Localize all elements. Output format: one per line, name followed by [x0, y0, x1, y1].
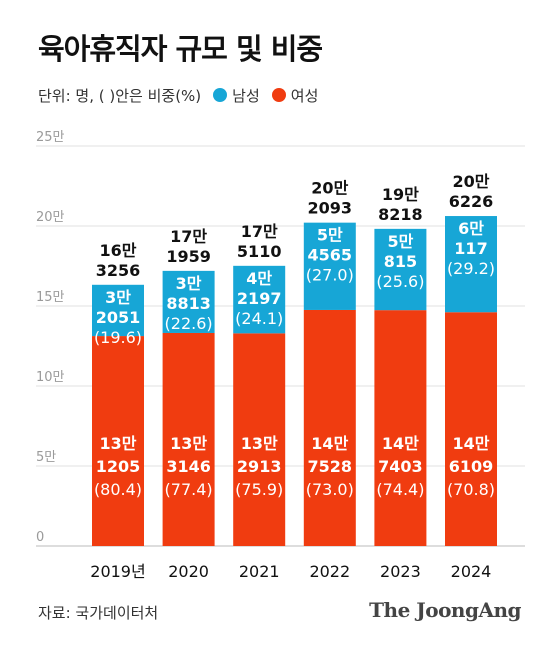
y-tick-label: 15만	[36, 290, 65, 305]
total-label-top: 20만	[311, 179, 348, 198]
total-label-top: 16만	[100, 241, 137, 260]
bar-male	[445, 216, 497, 313]
male-label-mid: 815	[384, 252, 417, 271]
male-label-top: 6만	[458, 219, 484, 238]
total-label-bottom: 6226	[449, 192, 494, 211]
male-label-mid: 4565	[308, 246, 353, 265]
legend-swatch-male	[213, 88, 228, 102]
female-label-top: 14만	[382, 434, 419, 453]
y-tick-label: 20만	[36, 210, 65, 225]
bar-male	[303, 222, 356, 310]
female-label-mid: 7528	[308, 457, 353, 476]
total-label-bottom: 3256	[96, 261, 141, 280]
male-label-mid: 117	[454, 239, 487, 258]
male-label-pct: (19.6)	[94, 328, 142, 347]
female-label-mid: 7403	[378, 457, 423, 476]
y-tick-label: 0	[36, 530, 44, 545]
male-label-mid: 8813	[166, 294, 211, 313]
legend-item-male: 남성	[213, 85, 260, 106]
female-label-top: 14만	[453, 434, 490, 453]
y-tick-label: 5만	[36, 450, 56, 465]
x-category-label: 2021	[239, 562, 280, 581]
legend-swatch-female	[271, 88, 286, 102]
female-label-pct: (73.0)	[306, 480, 354, 499]
female-label-pct: (74.4)	[376, 480, 424, 499]
total-label-bottom: 1959	[166, 247, 211, 266]
subtitle-row: 단위: 명, ( )안은 비중(%) 남성 여성	[38, 84, 318, 106]
bar-female	[233, 333, 286, 546]
bar-female	[374, 310, 427, 546]
x-category-label: 2019년	[90, 562, 145, 581]
legend-label-male: 남성	[232, 86, 260, 105]
female-label-top: 13만	[170, 434, 207, 453]
brand-logo: The JoongAng	[369, 598, 521, 622]
male-label-top: 3만	[176, 274, 202, 293]
bar-male	[233, 265, 286, 334]
male-label-top: 3만	[105, 288, 131, 307]
total-label-top: 17만	[241, 222, 278, 241]
female-label-mid: 1205	[96, 457, 141, 476]
female-label-mid: 6109	[449, 457, 494, 476]
male-label-pct: (27.0)	[306, 266, 354, 285]
x-category-label: 2020	[168, 562, 209, 581]
total-label-bottom: 5110	[237, 242, 282, 261]
bar-female	[162, 332, 215, 546]
male-label-top: 4만	[246, 269, 272, 288]
female-label-top: 14만	[311, 434, 348, 453]
female-label-mid: 3146	[166, 457, 211, 476]
female-label-pct: (77.4)	[165, 480, 213, 499]
male-label-mid: 2051	[96, 308, 141, 327]
male-label-pct: (29.2)	[447, 259, 495, 278]
female-label-mid: 2913	[237, 457, 282, 476]
source-note: 자료: 국가데이터처	[38, 604, 159, 622]
unit-note: 단위: 명, ( )안은 비중(%)	[38, 86, 202, 105]
chart-title: 육아휴직자 규모 및 비중	[38, 32, 323, 66]
male-label-top: 5만	[387, 232, 413, 251]
x-category-label: 2023	[380, 562, 421, 581]
bar-female	[445, 312, 497, 546]
legend-item-female: 여성	[271, 85, 319, 106]
total-label-top: 17만	[170, 227, 207, 246]
male-label-pct: (25.6)	[376, 272, 424, 291]
bar-male	[92, 284, 144, 337]
male-label-top: 5만	[317, 226, 343, 245]
female-label-pct: (75.9)	[235, 480, 283, 499]
male-label-pct: (24.1)	[235, 309, 283, 328]
male-label-pct: (22.6)	[165, 314, 213, 333]
y-tick-label: 10만	[36, 370, 65, 385]
bar-female	[92, 336, 144, 546]
female-label-pct: (70.8)	[447, 480, 495, 499]
female-label-top: 13만	[100, 434, 137, 453]
legend-label-female: 여성	[290, 86, 319, 105]
bar-female	[303, 309, 356, 546]
total-label-bottom: 8218	[378, 205, 423, 224]
bar-male	[374, 228, 427, 311]
female-label-top: 13만	[241, 434, 278, 453]
total-label-top: 19만	[382, 185, 419, 204]
bar-male	[162, 270, 215, 333]
x-category-label: 2022	[309, 562, 350, 581]
y-tick-label: 25만	[36, 130, 65, 145]
total-label-bottom: 2093	[308, 199, 353, 218]
x-category-label: 2024	[451, 562, 492, 581]
male-label-mid: 2197	[237, 289, 282, 308]
female-label-pct: (80.4)	[94, 480, 142, 499]
total-label-top: 20만	[453, 172, 490, 191]
